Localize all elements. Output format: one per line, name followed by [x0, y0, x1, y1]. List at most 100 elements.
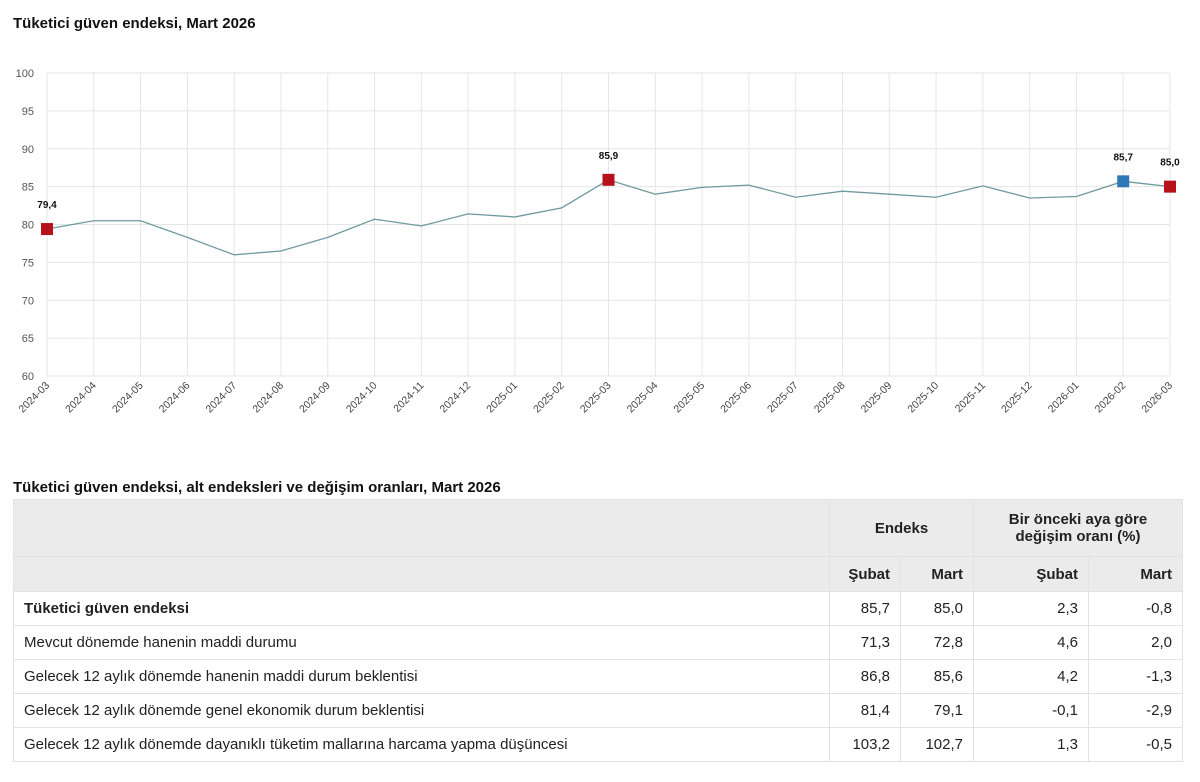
row-label: Mevcut dönemde hanenin maddi durumu [13, 625, 830, 660]
data-point [840, 189, 844, 193]
row-label: Gelecek 12 aylık dönemde genel ekonomik … [13, 693, 830, 728]
x-tick-label: 2025-11 [953, 380, 988, 415]
cell: -2,9 [1088, 693, 1183, 728]
cell: 79,1 [900, 693, 974, 728]
cell: -0,5 [1088, 727, 1183, 762]
x-tick-label: 2024-08 [250, 380, 286, 416]
row-label: Gelecek 12 aylık dönemde hanenin maddi d… [13, 659, 830, 694]
highlight-marker [1117, 175, 1130, 188]
cell: -0,1 [973, 693, 1089, 728]
data-point [1028, 196, 1032, 200]
cell: 103,2 [829, 727, 901, 762]
y-tick-label: 90 [22, 144, 34, 156]
x-tick-label: 2025-12 [999, 380, 1035, 416]
data-point [934, 195, 938, 199]
cell: -1,3 [1088, 659, 1183, 694]
x-tick-label: 2025-09 [859, 380, 895, 416]
cell: 86,8 [829, 659, 901, 694]
data-label: 85,9 [599, 151, 619, 162]
cell: 85,7 [829, 591, 901, 626]
cell: 85,0 [900, 591, 974, 626]
data-point [700, 185, 704, 189]
x-tick-label: 2026-03 [1139, 380, 1175, 416]
subheader: Mart [1088, 556, 1183, 592]
highlight-marker [602, 173, 615, 186]
table-row: Gelecek 12 aylık dönemde hanenin maddi d… [13, 659, 1183, 694]
x-tick-label: 2024-06 [157, 380, 193, 416]
y-tick-label: 80 [22, 220, 34, 232]
x-tick-label: 2024-10 [344, 380, 380, 416]
subheader: Mart [900, 556, 974, 592]
x-tick-label: 2024-11 [391, 380, 426, 415]
chart-title: Tüketici güven endeksi, Mart 2026 [13, 15, 256, 32]
data-point [139, 219, 143, 223]
row-label: Tüketici güven endeksi [13, 591, 830, 626]
y-tick-label: 60 [22, 371, 34, 383]
header-endeks: Endeks [829, 499, 974, 557]
data-point [279, 249, 283, 253]
data-point [560, 206, 564, 210]
data-point [513, 215, 517, 219]
y-tick-label: 75 [22, 257, 34, 269]
data-point [1074, 194, 1078, 198]
cell: 4,6 [973, 625, 1089, 660]
x-tick-label: 2025-06 [718, 380, 754, 416]
cell: 72,8 [900, 625, 974, 660]
subheader: Şubat [973, 556, 1089, 592]
y-tick-label: 85 [22, 182, 34, 194]
data-point [373, 217, 377, 221]
row-label: Gelecek 12 aylık dönemde dayanıklı tüket… [13, 727, 830, 762]
cell: 102,7 [900, 727, 974, 762]
data-point [887, 192, 891, 196]
table-title: Tüketici güven endeksi, alt endeksleri v… [13, 479, 501, 496]
x-tick-label: 2024-07 [204, 380, 240, 416]
line-chart: 60 65 70 75 80 85 90 95 100 2024-03 2024-04 2024-05… [16, 68, 1181, 416]
x-tick-label: 2024-04 [63, 380, 99, 416]
y-tick-label: 65 [22, 333, 34, 345]
cell: 85,6 [900, 659, 974, 694]
cell: 71,3 [829, 625, 901, 660]
data-point [794, 195, 798, 199]
data-label: 85,0 [1160, 158, 1180, 169]
x-tick-label: 2026-02 [1093, 380, 1129, 416]
y-tick-label: 95 [22, 106, 34, 118]
data-point [419, 224, 423, 228]
x-tick-label: 2024-03 [16, 380, 52, 416]
header-change: Bir önceki aya göre değişim oranı (%) [973, 499, 1183, 557]
x-tick-label: 2025-03 [578, 380, 614, 416]
x-tick-label: 2025-10 [905, 380, 941, 416]
table-row: Gelecek 12 aylık dönemde dayanıklı tüket… [13, 727, 1183, 762]
data-point [747, 183, 751, 187]
data-label: 85,7 [1113, 152, 1133, 163]
x-tick-label: 2025-04 [625, 380, 661, 416]
data-table: Endeks Bir önceki aya göre değişim oranı… [13, 499, 1183, 762]
x-tick-label: 2025-07 [765, 380, 801, 416]
y-tick-label: 70 [22, 295, 34, 307]
data-label: 79,4 [37, 200, 57, 211]
x-tick-label: 2025-01 [484, 380, 520, 416]
data-point [185, 235, 189, 239]
y-tick-label: 100 [16, 68, 34, 80]
data-point [232, 253, 236, 257]
cell: 2,3 [973, 591, 1089, 626]
data-point [326, 235, 330, 239]
cell: 1,3 [973, 727, 1089, 762]
table-row: Gelecek 12 aylık dönemde genel ekonomik … [13, 693, 1183, 728]
x-tick-label: 2024-05 [110, 380, 146, 416]
data-point [466, 212, 470, 216]
empty-header [13, 499, 830, 557]
cell: 2,0 [1088, 625, 1183, 660]
subheader: Şubat [829, 556, 901, 592]
cell: 81,4 [829, 693, 901, 728]
data-point [981, 184, 985, 188]
cell: 4,2 [973, 659, 1089, 694]
x-tick-label: 2025-02 [531, 380, 567, 416]
data-point [92, 219, 96, 223]
x-tick-label: 2024-09 [297, 380, 333, 416]
x-tick-label: 2025-05 [671, 380, 707, 416]
cell: -0,8 [1088, 591, 1183, 626]
empty-subheader [13, 556, 830, 592]
table-row: Tüketici güven endeksi 85,7 85,0 2,3 -0,8 [13, 591, 1183, 626]
table-row: Mevcut dönemde hanenin maddi durumu 71,3 7… [13, 625, 1183, 660]
x-tick-label: 2024-12 [438, 380, 474, 416]
